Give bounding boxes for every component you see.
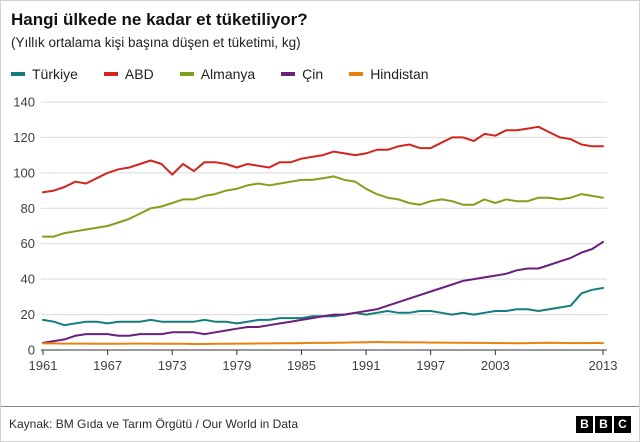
y-axis-tick-label: 60: [21, 236, 35, 251]
legend-swatch: [103, 72, 118, 76]
bbc-logo-letter: B: [595, 415, 612, 433]
chart-subtitle: (Yıllık ortalama kişi başına düşen et tü…: [11, 35, 301, 50]
x-axis-tick-label: 1961: [29, 358, 58, 373]
legend-swatch: [179, 72, 194, 76]
y-axis-tick-label: 140: [13, 95, 35, 110]
series-line-almanya: [42, 175, 604, 238]
line-chart: 0 20 40 60 80 100 120 140 1961 1967 1973 1979 1985 19…: [13, 95, 618, 374]
chart-title: Hangi ülkede ne kadar et tüketiliyor?: [11, 10, 308, 29]
x-axis-tick-label: 2003: [481, 358, 510, 373]
legend-item-türkiye: Türkiye: [11, 66, 78, 82]
x-axis-tick-label: 1991: [352, 358, 381, 373]
x-axis-tick-label: 1967: [93, 358, 122, 373]
y-axis-tick-label: 40: [21, 272, 35, 287]
legend-swatch: [349, 72, 364, 76]
legend-label: Almanya: [200, 66, 256, 82]
x-axis-tick-label: 1985: [287, 358, 316, 373]
bbc-logo: B B C: [576, 415, 631, 433]
chart-legend: Türkiye ABD Almanya Çin Hindistan: [1, 50, 639, 82]
y-axis-tick-label: 20: [21, 307, 35, 322]
legend-label: Çin: [302, 66, 324, 82]
y-axis-tick-label: 80: [21, 201, 35, 216]
x-axis-tick-label: 1979: [222, 358, 251, 373]
legend-swatch: [11, 72, 25, 76]
legend-item-almanya: Almanya: [179, 66, 256, 82]
chart-area: 0 20 40 60 80 100 120 140 1961 1967 1973 1979 1985 19…: [1, 88, 639, 393]
y-axis-tick-label: 100: [13, 165, 35, 180]
series-line-türkiye: [42, 287, 604, 327]
y-axis-tick-label: 120: [13, 130, 35, 145]
source-attribution: Kaynak: BM Gıda ve Tarım Örgütü / Our Wo…: [9, 417, 299, 431]
series-line-çin: [42, 240, 604, 344]
series-line-hindistan: [42, 341, 604, 345]
x-axis-tick-label: 1973: [158, 358, 187, 373]
y-axis-tick-label: 0: [28, 343, 35, 358]
bbc-logo-letter: B: [576, 415, 593, 433]
chart-footer: Kaynak: BM Gıda ve Tarım Örgütü / Our Wo…: [1, 406, 639, 441]
bbc-logo-letter: C: [614, 415, 631, 433]
legend-swatch: [281, 72, 296, 76]
legend-item-çin: Çin: [281, 66, 323, 82]
legend-item-hindistan: Hindistan: [349, 66, 429, 82]
chart-header: Hangi ülkede ne kadar et tüketiliyor? (Y…: [1, 1, 639, 50]
legend-label: Türkiye: [32, 66, 78, 82]
x-axis-tick-label: 2013: [589, 358, 618, 373]
legend-item-abd: ABD: [103, 66, 154, 82]
series-line-abd: [42, 125, 604, 194]
x-axis-tick-label: 1997: [416, 358, 445, 373]
legend-label: ABD: [124, 66, 154, 82]
legend-label: Hindistan: [370, 66, 429, 82]
